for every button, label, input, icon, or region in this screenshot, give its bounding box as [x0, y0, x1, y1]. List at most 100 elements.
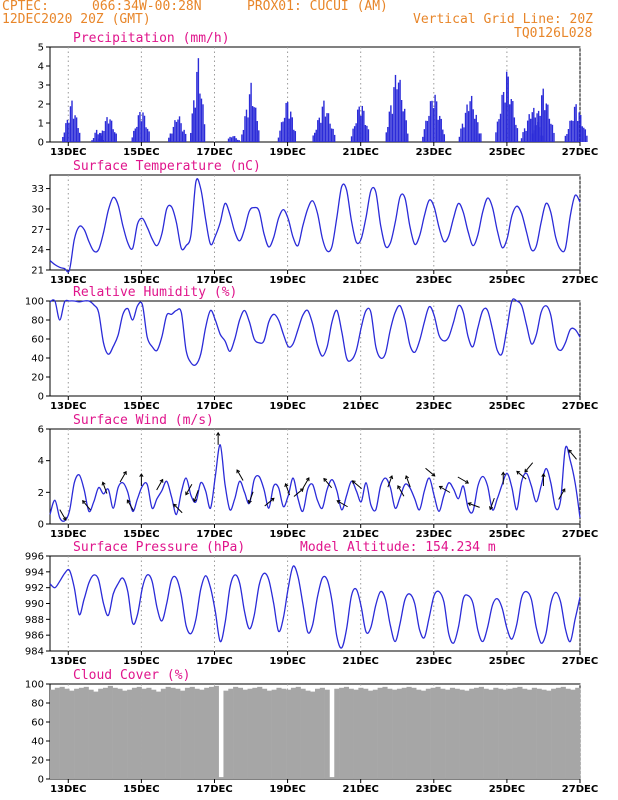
precip-ytick-label: 0 — [38, 138, 44, 149]
cloud-bar — [180, 690, 186, 779]
precip-bar — [498, 119, 500, 142]
precip-bar — [196, 71, 198, 142]
cloud-bar — [392, 689, 398, 779]
precip-bar — [203, 124, 206, 142]
wind-arrow-shaft — [248, 491, 254, 504]
precip-bar — [431, 100, 433, 142]
precip-bar — [134, 128, 137, 142]
cloud-bar — [555, 687, 562, 779]
wind-arrow-shaft — [156, 479, 164, 491]
precip-bar — [526, 120, 529, 142]
cloud-bar — [78, 687, 85, 779]
cloud-bar — [382, 686, 388, 779]
cloud-bar — [266, 690, 272, 779]
precip-bar — [466, 104, 468, 142]
precip-bar — [238, 140, 240, 142]
precip-bar — [396, 89, 398, 142]
precip-bar — [578, 112, 580, 142]
wind-arrow-head — [284, 482, 289, 488]
precip-bar — [553, 132, 555, 142]
wind-arrow-head — [465, 479, 470, 484]
precip-bar — [78, 132, 81, 142]
precip-bar — [385, 132, 387, 142]
precip-bar — [474, 118, 476, 142]
precip-bar — [564, 135, 567, 142]
pres-xtick-label: 27DEC — [562, 656, 598, 667]
precip-bar — [184, 133, 187, 142]
precip-bar — [515, 124, 517, 142]
wind-arrow-head — [62, 516, 67, 521]
cloud-bar — [358, 687, 364, 779]
precip-bar — [71, 100, 73, 142]
wind-arrow-shaft — [193, 490, 199, 502]
precip-bar — [327, 113, 330, 142]
precip-bar — [106, 117, 108, 142]
wind-arrow — [524, 462, 534, 473]
cloud-xtick-label: 13DEC — [50, 784, 86, 795]
precip-bar — [66, 119, 69, 142]
precip-bar — [572, 120, 574, 142]
cloud-bar — [136, 686, 142, 779]
header-agency: CPTEC: — [2, 0, 49, 14]
precip-bar — [77, 128, 79, 142]
cloud-bar — [83, 686, 89, 779]
wind-arrow — [568, 449, 577, 460]
cloud-bar — [252, 687, 258, 779]
wind-ytick-label: 0 — [38, 520, 44, 531]
wind-arrow — [397, 485, 405, 497]
precip-bar — [533, 130, 535, 142]
precip-bar — [531, 112, 533, 142]
wind-arrow — [293, 488, 304, 497]
precip-bar — [137, 115, 140, 142]
cloud-bar — [348, 688, 354, 779]
pres-annotation: Model Altitude: 154.234 m — [300, 540, 496, 555]
cloud-bar — [411, 687, 417, 779]
cloud-bar — [281, 688, 287, 779]
cloud-bar — [464, 690, 470, 779]
wind-arrow-shaft — [405, 475, 411, 488]
precip-bar — [98, 138, 101, 142]
wind-arrow — [82, 500, 91, 511]
precip-bar — [314, 132, 316, 142]
precip-bar — [390, 105, 392, 142]
precip-bar — [566, 134, 568, 142]
rh-xtick-label: 17DEC — [196, 401, 232, 412]
cloud-bar — [421, 690, 427, 779]
precip-bar — [499, 113, 502, 142]
cloud-bar — [74, 688, 80, 779]
precip-bar — [567, 129, 570, 142]
precip-bar — [115, 133, 117, 142]
cloud-bar — [334, 688, 340, 779]
precip-ytick-label: 5 — [38, 43, 44, 54]
cloud-bar — [406, 686, 412, 779]
temp-ytick-label: 24 — [31, 245, 44, 256]
precip-bar — [75, 117, 78, 142]
precip-bar — [464, 112, 467, 142]
cloud-bar — [560, 686, 566, 779]
temp-xtick-label: 13DEC — [50, 275, 86, 286]
cloud-bar — [531, 687, 537, 779]
precip-bar — [509, 104, 511, 142]
cloud-bar — [339, 687, 345, 779]
precip-bar — [394, 74, 397, 142]
wind-arrow — [541, 473, 546, 486]
temp-xtick-label: 25DEC — [489, 275, 525, 286]
rh-ytick-label: 40 — [31, 354, 44, 365]
precip-bar — [145, 127, 147, 142]
precip-xtick-label: 13DEC — [50, 147, 86, 158]
precip-bar — [256, 121, 258, 142]
precip-bar — [200, 98, 203, 142]
precip-xtick-label: 15DEC — [123, 147, 159, 158]
wind-arrow — [558, 488, 566, 500]
precip-bar — [537, 110, 540, 142]
precip-bar — [131, 137, 133, 142]
precip-bar — [91, 140, 93, 142]
cloud-xtick-label: 25DEC — [489, 784, 525, 795]
pres-xtick-label: 25DEC — [489, 656, 525, 667]
precip-bar — [290, 111, 292, 142]
precip-bar — [575, 104, 577, 142]
wind-arrow-head — [270, 497, 275, 502]
cloud-bar — [324, 689, 330, 779]
precip-bar — [478, 133, 481, 142]
